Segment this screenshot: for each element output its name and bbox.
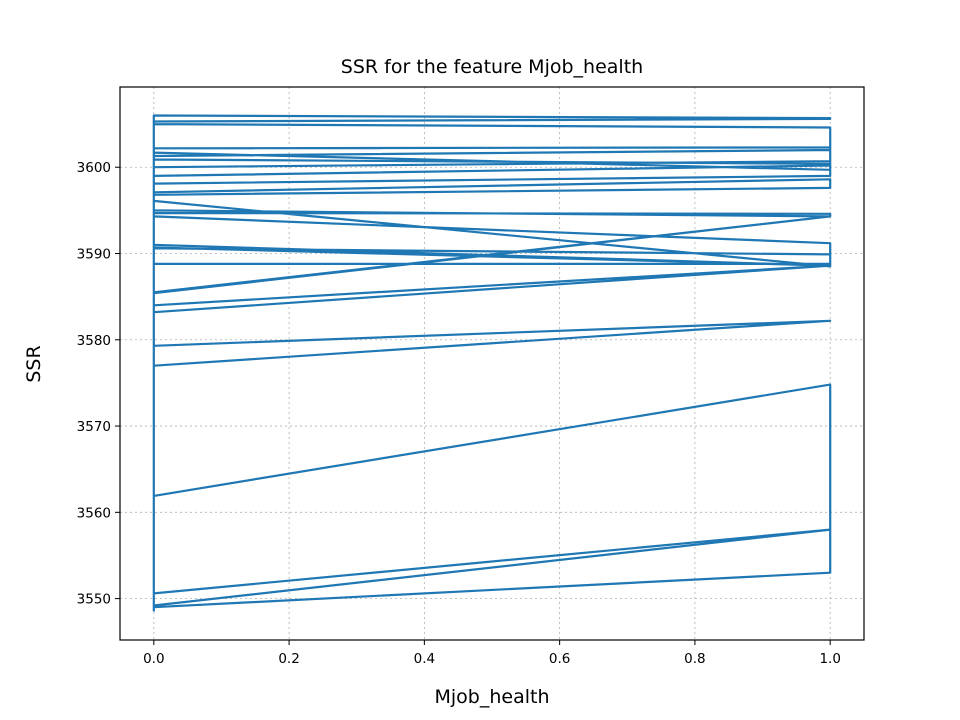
y-tick-label: 3580 <box>77 333 111 349</box>
x-tick-label: 0.4 <box>414 651 435 667</box>
x-tick-label: 1.0 <box>819 651 840 667</box>
y-ticks: 3550 3560 3570 3580 3590 3600 <box>77 160 120 608</box>
grid-layer <box>120 87 864 640</box>
series-line <box>152 114 832 612</box>
y-tick-label: 3570 <box>77 419 111 435</box>
y-tick-label: 3560 <box>77 505 111 521</box>
x-tick-label: 0.0 <box>143 651 164 667</box>
series-layer <box>152 114 832 612</box>
x-tick-label: 0.6 <box>549 651 570 667</box>
x-axis-label: Mjob_health <box>434 686 549 708</box>
y-axis-label: SSR <box>23 345 45 382</box>
y-tick-label: 3590 <box>77 247 111 263</box>
chart-title: SSR for the feature Mjob_health <box>341 56 643 78</box>
y-tick-label: 3600 <box>77 160 111 176</box>
x-ticks: 0.0 0.2 0.4 0.6 0.8 1.0 <box>143 640 841 667</box>
x-tick-label: 0.2 <box>278 651 299 667</box>
x-tick-label: 0.8 <box>684 651 705 667</box>
plot-frame <box>119 86 865 641</box>
y-tick-label: 3550 <box>77 592 111 608</box>
